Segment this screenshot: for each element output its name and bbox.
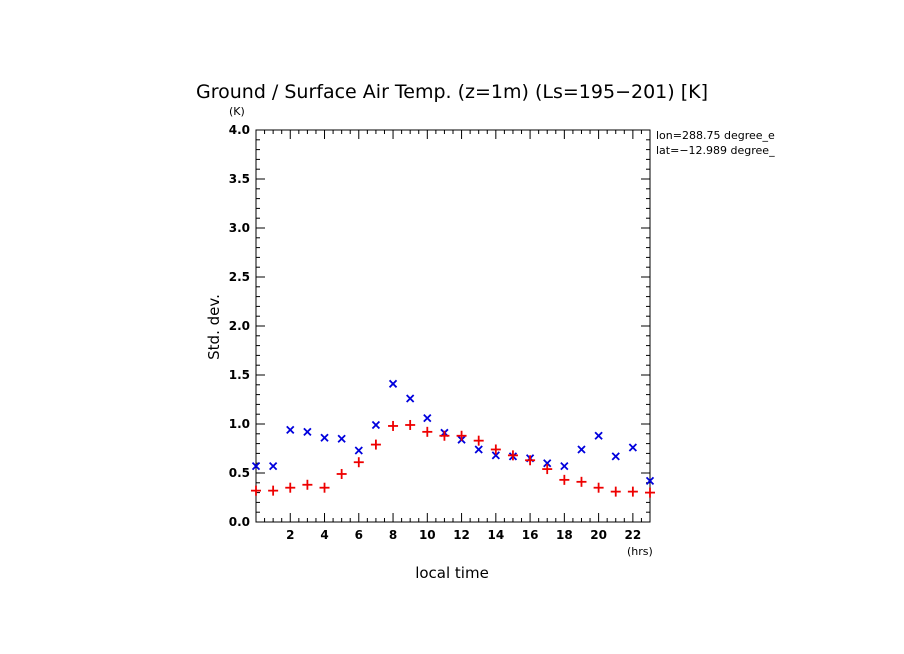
red-plus-marker xyxy=(576,476,587,487)
x-tick-label: 8 xyxy=(389,528,397,542)
blue-x-marker xyxy=(543,459,552,468)
y-tick-label: 1.0 xyxy=(229,417,250,431)
x-marker-stroke xyxy=(423,413,432,423)
x-marker-stroke xyxy=(491,451,500,460)
x-marker-stroke xyxy=(371,420,381,430)
red-plus-marker xyxy=(405,419,416,430)
x-marker-stroke xyxy=(645,476,655,485)
blue-x-marker xyxy=(406,394,415,403)
axes-layer: 2 4 6 8 10 12 14 16 18 20 22 0.0 0.5 1.0 1.5 2.0 2.5 3.0 3… xyxy=(229,123,650,542)
blue-x-marker xyxy=(628,443,638,452)
x-tick-label: 10 xyxy=(419,528,436,542)
red-plus-marker xyxy=(525,455,536,466)
chart-title: Ground / Surface Air Temp. (z=1m) (Ls=19… xyxy=(196,81,708,103)
red-plus-marker xyxy=(490,444,501,455)
x-marker-stroke xyxy=(560,462,569,471)
y-axis-label: Std. dev. xyxy=(205,294,223,360)
red-plus-marker xyxy=(507,450,518,461)
annotation-lon: lon=288.75 degree_e xyxy=(656,129,775,142)
blue-x-marker xyxy=(354,446,363,455)
y-tick-label: 2.0 xyxy=(229,319,250,333)
y-tick-label: 0.5 xyxy=(229,466,250,480)
red-plus-marker xyxy=(353,457,364,468)
y-tick-label: 3.0 xyxy=(229,221,250,235)
x-marker-stroke xyxy=(286,425,295,435)
red-plus-marker xyxy=(627,486,638,497)
x-marker-stroke xyxy=(303,427,312,436)
x-marker-stroke xyxy=(611,452,620,461)
blue-x-marker xyxy=(474,445,483,454)
y-axis-unit: (K) xyxy=(229,105,245,118)
x-marker-stroke xyxy=(594,431,603,440)
x-marker-stroke xyxy=(354,446,363,455)
red-plus-marker xyxy=(302,479,313,490)
x-marker-stroke xyxy=(251,462,261,471)
red-plus-marker xyxy=(251,485,261,496)
blue-x-marker xyxy=(251,462,261,471)
red-plus-marker xyxy=(285,482,296,493)
red-plus-marker xyxy=(319,482,330,493)
annotation-lat: lat=−12.989 degree_ xyxy=(656,144,775,157)
x-marker-stroke xyxy=(268,462,278,471)
x-marker-stroke xyxy=(320,433,329,442)
blue-x-marker xyxy=(337,434,346,443)
blue-x-marker xyxy=(423,413,432,423)
x-tick-label: 20 xyxy=(590,528,607,542)
blue-x-marker xyxy=(388,379,398,388)
red-plus-marker xyxy=(559,474,570,485)
blue-x-marker xyxy=(560,462,569,471)
red-plus-marker xyxy=(370,439,381,450)
x-marker-stroke xyxy=(474,445,483,454)
plot-frame xyxy=(255,129,651,523)
y-tick-label: 0.0 xyxy=(229,515,250,529)
red-plus-marker xyxy=(593,482,604,493)
blue-x-marker xyxy=(645,476,655,485)
x-tick-label: 16 xyxy=(522,528,539,542)
y-tick-label: 1.5 xyxy=(229,368,250,382)
red-plus-marker xyxy=(542,464,553,475)
blue-x-marker xyxy=(320,433,329,442)
x-marker-stroke xyxy=(577,445,586,454)
x-marker-stroke xyxy=(628,443,638,452)
red-plus-marker xyxy=(422,426,433,437)
red-plus-marker xyxy=(388,420,399,431)
blue-x-marker xyxy=(371,420,381,430)
red-plus-marker xyxy=(456,430,467,441)
x-tick-label: 12 xyxy=(453,528,470,542)
blue-x-marker xyxy=(577,445,586,454)
red-plus-marker xyxy=(439,430,450,441)
x-tick-label: 22 xyxy=(625,528,642,542)
x-axis-unit: (hrs) xyxy=(627,545,653,558)
red-plus-marker xyxy=(473,435,484,446)
blue-x-marker xyxy=(594,431,603,440)
red-plus-marker xyxy=(610,486,621,497)
blue-x-marker xyxy=(611,452,620,461)
y-tick-label: 2.5 xyxy=(229,270,250,284)
y-tick-label: 4.0 xyxy=(229,123,250,137)
x-tick-label: 6 xyxy=(355,528,363,542)
red-plus-marker xyxy=(268,485,279,496)
x-marker-stroke xyxy=(543,459,552,468)
x-marker-stroke xyxy=(388,379,398,388)
x-tick-label: 14 xyxy=(487,528,504,542)
blue-x-marker xyxy=(286,425,295,435)
x-tick-label: 2 xyxy=(286,528,294,542)
x-axis-label: local time xyxy=(415,564,489,582)
x-tick-label: 4 xyxy=(320,528,328,542)
red-plus-marker xyxy=(645,487,655,498)
y-tick-label: 3.5 xyxy=(229,172,250,186)
red-plus-marker xyxy=(336,468,347,479)
blue-x-marker xyxy=(268,462,278,471)
x-marker-stroke xyxy=(337,434,346,443)
blue-x-marker xyxy=(491,451,500,460)
x-marker-stroke xyxy=(406,394,415,403)
marks-layer xyxy=(251,379,655,498)
blue-x-marker xyxy=(303,427,312,436)
x-tick-label: 18 xyxy=(556,528,573,542)
